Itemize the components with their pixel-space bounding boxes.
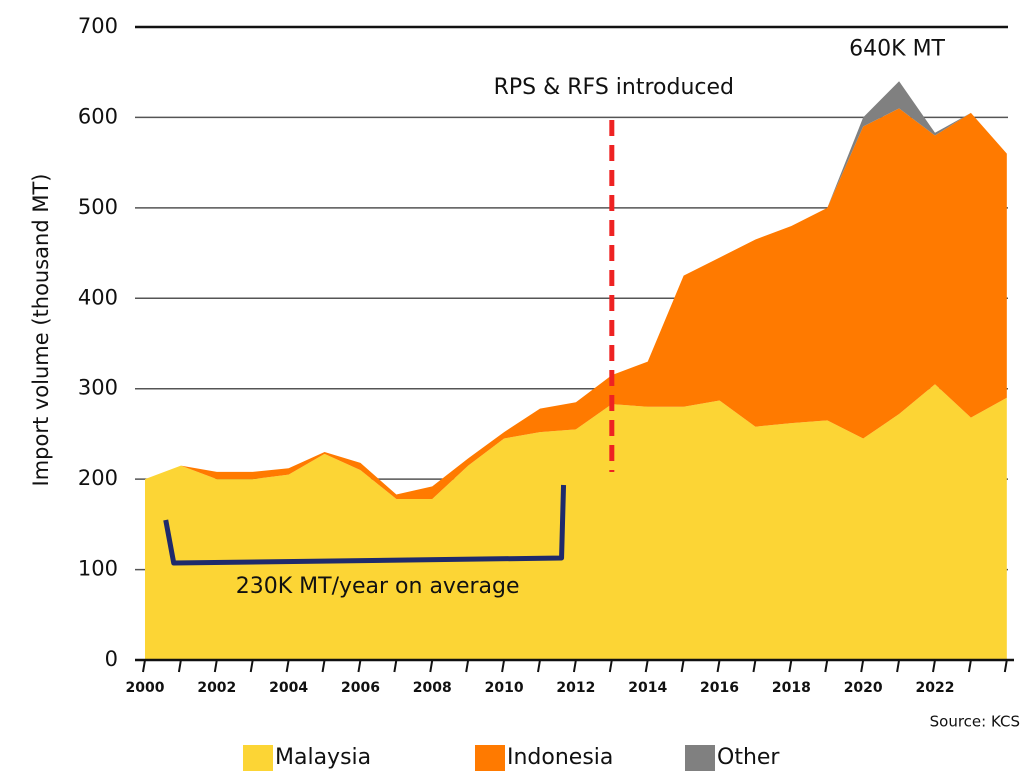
- y-tick-label: 600: [78, 104, 118, 128]
- x-tick-label: 2004: [269, 680, 308, 696]
- x-tick-label: 2018: [772, 680, 811, 696]
- x-minor-tick: [429, 659, 434, 673]
- x-tick-label: 2002: [197, 680, 236, 696]
- x-minor-tick: [357, 659, 362, 673]
- x-minor-tick: [967, 659, 972, 673]
- x-tick-label: 2008: [413, 680, 452, 696]
- y-tick-label: 0: [105, 647, 118, 671]
- x-minor-tick: [142, 659, 146, 673]
- x-minor-tick: [824, 659, 829, 673]
- x-minor-tick: [285, 659, 290, 673]
- x-minor-tick: [537, 659, 541, 673]
- areas: [145, 81, 1007, 660]
- y-tick-label: 400: [78, 285, 118, 309]
- y-tick-label: 200: [78, 466, 118, 490]
- legend-label: Malaysia: [275, 745, 371, 770]
- legend-item: Malaysia: [243, 745, 371, 771]
- x-tick-label: 2022: [916, 680, 955, 696]
- legend-item: Other: [685, 745, 780, 771]
- y-tick-label: 500: [78, 195, 118, 219]
- x-minor-tick: [393, 659, 398, 673]
- legend-swatch: [475, 745, 505, 771]
- x-minor-tick: [321, 659, 326, 673]
- x-minor-tick: [501, 659, 506, 673]
- event-label: RPS & RFS introduced: [494, 75, 734, 100]
- y-tick-label: 100: [78, 557, 118, 581]
- source: Source: KCS: [930, 713, 1020, 731]
- legend-swatch: [243, 745, 273, 771]
- bracket: [163, 484, 567, 566]
- x-minor-tick: [249, 659, 254, 673]
- x-minor-tick: [1003, 659, 1008, 673]
- bracket-label: 230K MT/year on average: [236, 574, 520, 599]
- x-minor-tick: [608, 659, 613, 673]
- x-minor-tick: [213, 659, 218, 673]
- x-tick-label: 2010: [485, 680, 524, 696]
- x-tick-label: 2006: [341, 680, 380, 696]
- x-minor-tick: [896, 659, 901, 673]
- x-minor-tick: [752, 659, 757, 673]
- x-minor-tick: [860, 659, 865, 673]
- legend-label: Other: [717, 745, 780, 770]
- x-tick-label: 2012: [556, 680, 595, 696]
- x-tick-label: 2016: [700, 680, 739, 696]
- area-malaysia: [145, 384, 1007, 660]
- legend-item: Indonesia: [475, 745, 613, 771]
- legend-swatch: [685, 745, 715, 771]
- x-minor-tick: [465, 659, 470, 673]
- x-minor-tick: [572, 659, 577, 673]
- x-minor-tick: [932, 659, 936, 673]
- x-tick-label: 2000: [126, 680, 165, 696]
- peak-label: 640K MT: [849, 36, 945, 61]
- x-minor-tick: [644, 659, 649, 673]
- x-minor-tick: [788, 659, 793, 673]
- y-tick-label: 300: [78, 376, 118, 400]
- x-minor-tick: [716, 659, 721, 673]
- area-other: [145, 81, 1007, 495]
- area-indonesia: [145, 108, 1007, 500]
- y-tick-label: 700: [78, 14, 118, 38]
- y-axis-title: Import volume (thousand MT): [29, 173, 53, 486]
- x-tick-label: 2020: [844, 680, 883, 696]
- x-tick-label: 2014: [628, 680, 667, 696]
- legend-label: Indonesia: [507, 745, 613, 770]
- x-minor-tick: [177, 659, 182, 673]
- x-minor-tick: [680, 659, 685, 673]
